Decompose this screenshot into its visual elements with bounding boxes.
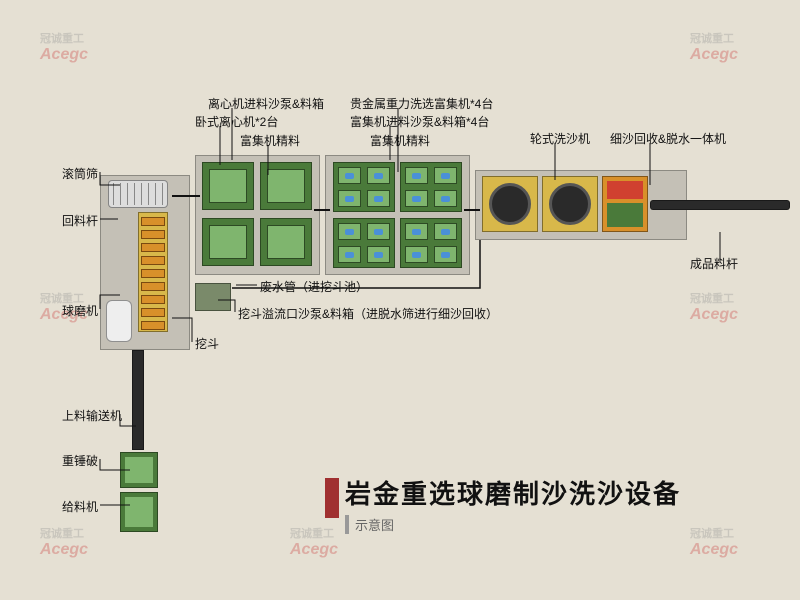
equipment-label: 富集机进料沙泵&料箱*4台 (350, 113, 489, 130)
conc_tank-unit (260, 218, 312, 266)
trommel-screen (108, 180, 168, 208)
equipment-label: 给料机 (62, 498, 98, 515)
centrifuge-unit (202, 162, 254, 210)
centrifuge-unit (202, 218, 254, 266)
equipment-label: 细沙回收&脱水一体机 (610, 130, 726, 147)
bucket-pool (195, 283, 231, 311)
diagram-subtitle: 示意图 (345, 515, 681, 534)
equipment-label: 富集机精料 (240, 132, 300, 149)
concentrator-bank (400, 218, 462, 268)
diagram-title: 岩金重选球磨制沙洗沙设备 (345, 474, 681, 511)
fine-sand-recovery (602, 176, 648, 232)
title-accent-bar (325, 478, 339, 518)
conc_tank-unit (260, 162, 312, 210)
concentrator-bank (333, 162, 395, 212)
ball-mill (106, 300, 132, 342)
concentrator-bank (400, 162, 462, 212)
watermark: 冠诚重工Acegc (40, 525, 88, 559)
feed-conveyor (132, 350, 144, 450)
equipment-label: 贵金属重力洗选富集机*4台 (350, 95, 493, 112)
equipment-label: 离心机进料沙泵&料箱 (208, 95, 324, 112)
watermark: 冠诚重工Acegc (690, 525, 738, 559)
equipment-label: 废水管（进挖斗池） (260, 278, 368, 295)
ball-mill-chute (138, 212, 168, 332)
feeder (120, 492, 158, 532)
watermark: 冠诚重工Acegc (690, 290, 738, 324)
equipment-label: 上料输送机 (62, 407, 122, 424)
equipment-label: 轮式洗沙机 (530, 130, 590, 147)
watermark: 冠诚重工Acegc (40, 30, 88, 64)
watermark: 冠诚重工Acegc (690, 30, 738, 64)
equipment-label: 挖斗溢流口沙泵&料箱（进脱水筛进行细沙回收） (238, 305, 498, 322)
equipment-label: 重锤破 (62, 452, 98, 469)
equipment-label: 球磨机 (62, 302, 98, 319)
title-block: 岩金重选球磨制沙洗沙设备 示意图 (345, 474, 681, 534)
watermark: 冠诚重工Acegc (290, 525, 338, 559)
equipment-label: 成品料杆 (690, 255, 738, 272)
product-conveyor (650, 200, 790, 210)
equipment-label: 回料杆 (62, 212, 98, 229)
equipment-label: 卧式离心机*2台 (195, 113, 278, 130)
equipment-label: 滚筒筛 (62, 165, 98, 182)
wheel-washer (482, 176, 538, 232)
equipment-label: 富集机精料 (370, 132, 430, 149)
concentrator-bank (333, 218, 395, 268)
hammer-crusher (120, 452, 158, 488)
wheel-washer (542, 176, 598, 232)
equipment-label: 挖斗 (195, 335, 219, 352)
